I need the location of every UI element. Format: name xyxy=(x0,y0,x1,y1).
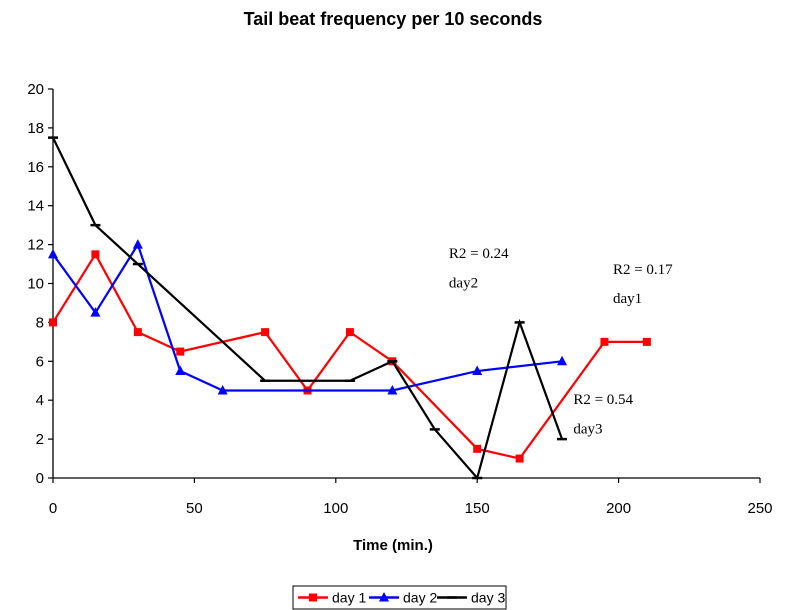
series-line-day-1 xyxy=(52,252,647,460)
data-point-day-1 xyxy=(91,250,100,259)
data-point-day-1 xyxy=(261,328,270,337)
x-tick-label: 50 xyxy=(186,500,203,517)
y-tick-label: 8 xyxy=(36,314,44,331)
x-tick-label: 100 xyxy=(323,500,348,517)
data-point-day-1 xyxy=(176,347,185,356)
annotation-label: R2 = 0.54 xyxy=(573,392,633,408)
legend-item-day-3: day 3 xyxy=(437,590,505,606)
legend-marker-day-1 xyxy=(309,593,317,602)
data-point-day-1 xyxy=(133,328,142,337)
chart-title: Tail beat frequency per 10 seconds xyxy=(244,9,543,29)
annotation-label: R2 = 0.24 xyxy=(449,246,509,262)
data-point-day-2 xyxy=(90,307,101,317)
y-tick-label: 10 xyxy=(27,276,44,293)
data-point-day-2 xyxy=(217,384,228,395)
x-tick-label: 200 xyxy=(606,500,631,517)
legend-item-day-1: day 1 xyxy=(298,590,366,606)
series-day-1 xyxy=(49,250,651,463)
x-axis-label: Time (min.) xyxy=(353,537,433,554)
legend: day 1 day 2 day 3 xyxy=(292,585,507,610)
annotation-label: R2 = 0.17 xyxy=(613,262,673,278)
data-point-day-1 xyxy=(515,454,524,463)
data-point-day-2 xyxy=(557,355,568,366)
data-point-day-1 xyxy=(345,328,354,337)
x-tick-label: 150 xyxy=(465,500,490,517)
legend-box xyxy=(292,585,507,610)
series-day-3 xyxy=(48,136,568,481)
x-tick-label: 250 xyxy=(747,500,772,517)
data-point-day-2 xyxy=(175,365,186,376)
y-tick-label: 14 xyxy=(27,198,44,215)
data-point-day-2 xyxy=(48,248,58,259)
y-tick-label: 20 xyxy=(27,81,44,98)
legend-label-day-3: day 3 xyxy=(471,590,505,606)
legend-label-day-1: day 1 xyxy=(332,590,366,606)
data-point-day-2 xyxy=(132,239,143,249)
data-point-day-1 xyxy=(473,444,482,453)
annotation-label: day1 xyxy=(613,291,642,307)
data-point-day-1 xyxy=(600,337,609,346)
series-line-day-3 xyxy=(52,137,564,481)
y-tick-label: 6 xyxy=(36,353,44,370)
series-day-2 xyxy=(48,239,568,395)
data-point-day-2 xyxy=(472,365,483,376)
y-tick-label: 0 xyxy=(36,470,44,487)
y-tick-label: 18 xyxy=(27,120,44,137)
x-tick-label: 0 xyxy=(49,500,57,517)
series-line-day-2 xyxy=(52,242,563,392)
data-point-day-2 xyxy=(387,384,398,395)
y-tick-label: 12 xyxy=(27,237,44,254)
y-tick-label: 16 xyxy=(27,159,44,176)
data-point-day-1 xyxy=(49,318,57,327)
data-point-day-1 xyxy=(642,337,651,346)
annotation-label: day3 xyxy=(573,421,602,437)
legend-marker-day-2 xyxy=(379,592,389,602)
y-tick-label: 2 xyxy=(36,431,44,448)
legend-item-day-2: day 2 xyxy=(369,590,437,606)
y-tick-label: 4 xyxy=(36,392,44,409)
legend-label-day-2: day 2 xyxy=(403,590,437,606)
annotations-layer: R2 = 0.24 day2 R2 = 0.17 day1 R2 = 0.54 day3 xyxy=(449,246,673,437)
series-layer xyxy=(48,136,651,481)
annotation-label: day2 xyxy=(449,275,478,291)
